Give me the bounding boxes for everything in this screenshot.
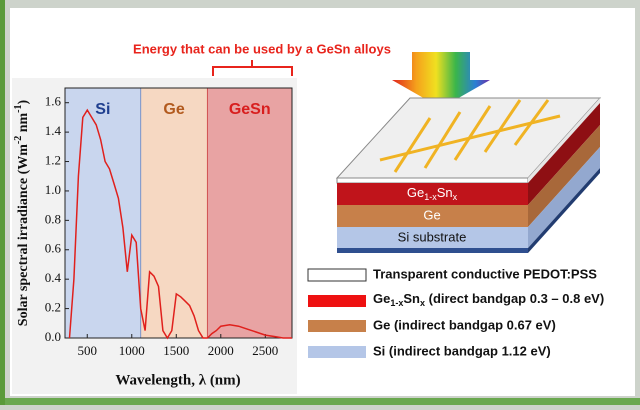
spectrum-line: [68, 108, 292, 340]
gesn-label: Ge1-xSnx: [407, 185, 458, 202]
label-sub: x: [453, 192, 458, 202]
x-tick-label: 500: [78, 343, 98, 358]
y-label-part: Solar spectral irradiance (Wm: [16, 144, 31, 326]
label-part: Sn: [403, 291, 420, 306]
legend-label: Transparent conductive PEDOT:PSS: [373, 266, 597, 281]
label-part: Sn: [437, 185, 453, 200]
x-axis-label: Wavelength, λ (nm): [115, 372, 240, 388]
legend: Transparent conductive PEDOT:PSS Ge1-xSn…: [307, 266, 604, 358]
label-part: Ge: [373, 291, 390, 306]
x-tick-label: 1500: [163, 343, 189, 358]
ge-label: Ge: [423, 207, 440, 222]
accent-bottom: [5, 398, 640, 405]
y-label-sup: -2: [13, 136, 24, 144]
annotation: Energy that can be used by a GeSn alloys: [133, 41, 391, 56]
gesn-layer: [337, 183, 528, 205]
si-label: Si substrate: [398, 229, 467, 244]
plot-frame: [64, 87, 293, 339]
legend-label: Si (indirect bandgap 1.12 eV): [373, 343, 551, 358]
accent-bar: [0, 0, 5, 405]
legend-swatch: [308, 346, 366, 358]
region: [207, 88, 292, 338]
annotation-bracket: [212, 60, 293, 76]
y-tick-label: 0.0: [45, 329, 61, 344]
region: [65, 88, 141, 338]
legend-label: Ge (indirect bandgap 0.67 eV): [373, 317, 556, 332]
y-tick-label: 1.0: [45, 182, 61, 197]
ge-layer: [337, 205, 528, 227]
ge-side: [528, 125, 600, 227]
y-tick-label: 0.2: [45, 300, 61, 315]
si-layer: [337, 227, 528, 248]
y-tick-label: 1.2: [45, 153, 61, 168]
label-part: Ge: [407, 185, 424, 200]
legend-label: Ge1-xSnx (direct bandgap 0.3 – 0.8 eV): [373, 291, 604, 308]
y-axis-label: Solar spectral irradiance (Wm-2 nm-1): [13, 99, 31, 326]
region-label: Si: [95, 101, 110, 118]
legend-swatch: [308, 295, 366, 307]
pedot-side: [528, 98, 600, 183]
pedot-layer: [336, 177, 529, 184]
label-sub: 1-x: [390, 298, 403, 308]
y-tick-label: 1.4: [45, 123, 62, 138]
y-label-part: nm: [16, 112, 31, 135]
gesn-side: [528, 103, 600, 205]
legend-swatch: [308, 320, 366, 332]
label-sub: x: [420, 298, 425, 308]
plot: Si Ge GeSn 0.0 0.2 0.4 0.6 0.8 1.0 1.2 1.4 1.6 500 10…: [45, 87, 293, 358]
y-tick-label: 0.6: [45, 241, 62, 256]
electrode-grid: [379, 99, 561, 173]
device: Ge1-xSnx Ge Si substrate: [335, 97, 602, 253]
x-tick-label: 2000: [208, 343, 234, 358]
y-tick-label: 0.8: [45, 211, 61, 226]
base-side: [528, 168, 600, 253]
base-layer: [337, 248, 528, 253]
y-label-part: ): [16, 99, 31, 104]
x-tick-label: 1000: [119, 343, 145, 358]
y-tick-label: 1.6: [45, 94, 62, 109]
x-tick-label: 2500: [252, 343, 278, 358]
region: [140, 88, 208, 338]
label-sub: 1-x: [424, 192, 437, 202]
legend-swatch: [307, 268, 367, 282]
y-tick-label: 0.4: [45, 270, 62, 285]
region-label: Ge: [163, 101, 184, 118]
region-label: GeSn: [229, 101, 271, 118]
label-part: (direct bandgap 0.3 – 0.8 eV): [425, 291, 604, 306]
light-arrow: [392, 52, 490, 108]
si-side: [528, 147, 600, 248]
y-label-sup: -1: [13, 104, 24, 112]
